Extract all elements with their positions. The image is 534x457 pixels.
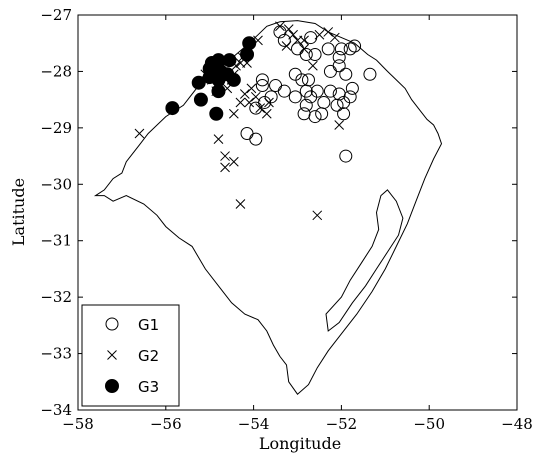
point-g2	[275, 21, 285, 32]
point-g1	[277, 33, 291, 47]
point-g1	[321, 42, 335, 56]
point-g1	[299, 48, 313, 61]
legend-marker-g2	[107, 350, 117, 360]
point-g1	[255, 73, 269, 87]
legend: G1 G2 G3	[81, 304, 180, 407]
y-tick-label: −32	[40, 288, 72, 306]
point-g2	[250, 91, 261, 102]
point-g1	[288, 90, 302, 104]
point-g1	[332, 50, 346, 64]
point-g3	[191, 75, 206, 90]
lagoon-outline	[325, 189, 404, 332]
legend-label-g3: G3	[138, 378, 159, 396]
point-g2	[134, 128, 145, 139]
point-g1	[339, 67, 353, 81]
point-g1	[343, 90, 357, 104]
y-tick-label: −33	[40, 345, 72, 363]
y-tick-label: −30	[40, 175, 72, 193]
point-g2	[246, 83, 257, 94]
point-g1	[295, 73, 309, 87]
data-points	[134, 21, 377, 221]
legend-label-g1: G1	[138, 316, 159, 334]
point-g2	[235, 97, 246, 108]
point-g2	[228, 156, 239, 167]
legend-items: G1 G2 G3	[105, 316, 159, 396]
point-g1	[323, 84, 337, 98]
legend-marker-g1	[105, 317, 119, 331]
point-g2	[329, 32, 340, 43]
point-g2	[288, 29, 298, 40]
point-g1	[337, 107, 351, 121]
point-g2	[220, 151, 230, 161]
point-g2	[264, 97, 274, 108]
series-g2	[134, 21, 345, 221]
point-g2	[283, 24, 294, 34]
point-g1	[345, 81, 359, 95]
point-g2	[299, 44, 309, 54]
point-g3	[193, 92, 208, 107]
point-g1	[249, 132, 263, 146]
point-g2	[228, 108, 239, 119]
point-g1	[334, 42, 348, 56]
point-g2	[235, 199, 246, 209]
point-g2	[299, 35, 309, 46]
x-tick-label: −54	[238, 415, 270, 433]
x-tick-label: −52	[326, 415, 358, 433]
point-g3	[165, 101, 180, 116]
point-g1	[339, 149, 353, 163]
point-g1	[255, 79, 269, 93]
point-g1	[332, 59, 346, 73]
y-tick-label: −31	[40, 232, 72, 250]
point-g2	[255, 103, 266, 113]
y-tick-label: −28	[40, 62, 72, 80]
point-g3	[211, 84, 226, 99]
point-g3	[226, 72, 241, 87]
legend-box	[81, 304, 180, 407]
point-g1	[348, 39, 362, 53]
series-g1	[240, 25, 377, 163]
point-g1	[363, 67, 377, 81]
point-g2	[213, 134, 224, 144]
point-g1	[343, 42, 357, 56]
y-tick-label: −27	[40, 6, 72, 24]
point-g2	[220, 162, 230, 173]
point-g2	[312, 210, 323, 221]
point-g3	[242, 36, 257, 51]
x-tick-label: −56	[150, 415, 182, 433]
point-g2	[308, 60, 318, 71]
x-axis-title: Longitude	[259, 434, 341, 453]
series-g3	[165, 36, 257, 121]
legend-label-g2: G2	[138, 347, 159, 365]
point-g1	[249, 101, 263, 115]
point-g1	[308, 110, 322, 124]
point-g2	[244, 97, 255, 108]
point-g2	[323, 27, 334, 37]
point-g1	[277, 84, 291, 98]
point-g2	[314, 29, 325, 40]
point-g3	[209, 106, 224, 121]
y-tick-label: −34	[40, 401, 72, 419]
x-tick-label: −58	[62, 415, 94, 433]
axis-ticks: −58 −56 −54 −52 −50 −48 −27 −28 −29 −30 −31 −32 −33 −…	[40, 6, 532, 433]
legend-marker-g3	[105, 379, 119, 393]
y-axis-title: Latitude	[9, 178, 28, 246]
x-tick-label: −48	[501, 415, 533, 433]
point-g2	[239, 89, 250, 99]
point-g2	[334, 120, 345, 130]
x-tick-label: −50	[413, 415, 445, 433]
point-g3	[240, 47, 255, 62]
point-g1	[310, 84, 324, 98]
y-tick-label: −29	[40, 119, 72, 137]
point-g1	[299, 98, 313, 112]
point-g2	[261, 108, 272, 119]
point-g1	[308, 48, 322, 61]
point-g1	[315, 107, 329, 121]
point-g2	[281, 41, 292, 51]
